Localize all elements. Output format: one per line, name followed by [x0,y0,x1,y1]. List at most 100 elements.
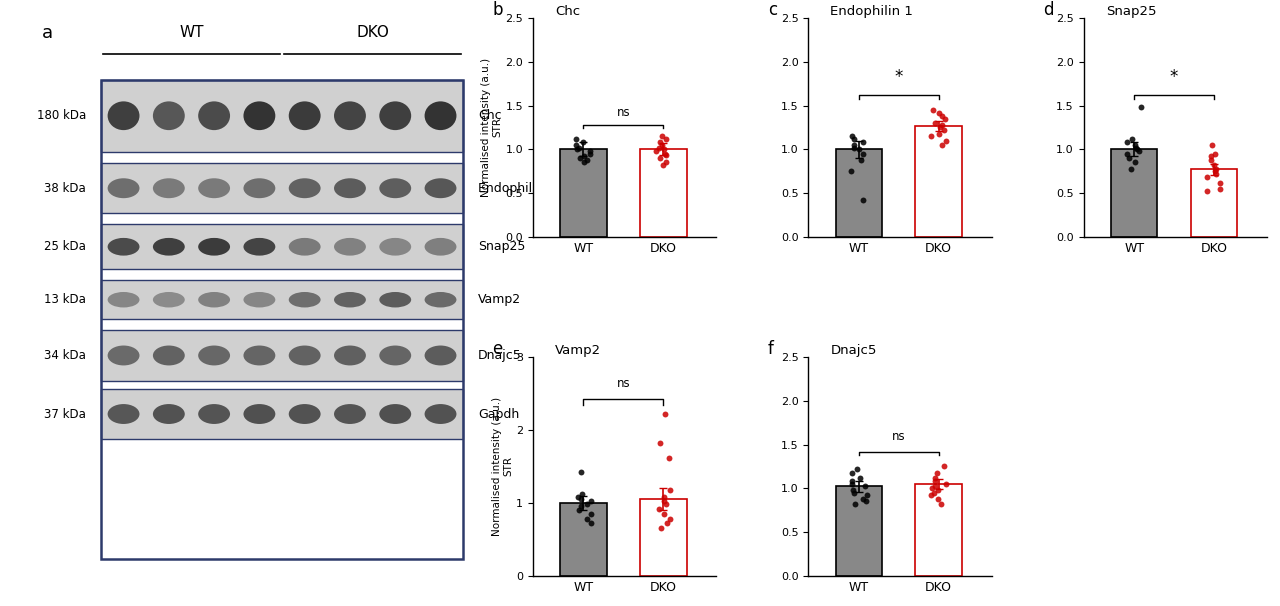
Point [649,153,669,163]
Ellipse shape [379,101,411,130]
Point [581,496,602,506]
Text: 180 kDa: 180 kDa [37,109,86,122]
Ellipse shape [108,345,140,365]
Text: f: f [768,339,774,358]
Ellipse shape [379,238,411,256]
Bar [1190,170,1238,237]
Point [654,144,675,154]
Ellipse shape [243,178,275,198]
Point [1206,164,1226,173]
Point [1124,158,1144,167]
Ellipse shape [379,178,411,198]
Point [652,524,672,533]
Point [923,105,943,115]
Point [658,453,678,462]
Point [931,499,951,509]
Point [933,125,954,135]
Ellipse shape [243,101,275,130]
Point [655,158,676,167]
Ellipse shape [334,178,366,198]
Point [852,494,873,504]
Ellipse shape [379,404,411,424]
Ellipse shape [425,238,457,256]
Point [1129,146,1149,156]
Ellipse shape [334,404,366,424]
Point [931,122,951,132]
Text: Snap25: Snap25 [1106,5,1156,18]
Ellipse shape [152,292,184,307]
Point [652,132,672,141]
Bar [561,503,607,576]
Point [922,490,942,500]
Ellipse shape [289,404,320,424]
Ellipse shape [198,101,230,130]
Point [655,499,676,509]
Point [852,138,873,147]
Point [929,108,950,118]
Point [936,114,956,124]
Point [570,153,590,163]
Point [652,140,672,150]
Bar [640,149,686,237]
Point [1116,138,1137,147]
Point [923,488,943,498]
Ellipse shape [289,345,320,365]
Point [855,482,876,491]
Point [856,496,877,506]
Text: 25 kDa: 25 kDa [45,240,86,253]
Point [654,492,675,502]
Point [576,155,596,165]
Text: a: a [42,24,54,42]
Point [846,464,867,474]
Ellipse shape [243,345,275,365]
Ellipse shape [334,292,366,307]
Point [925,482,946,491]
Ellipse shape [198,345,230,365]
Ellipse shape [425,404,457,424]
Text: ns: ns [892,430,905,443]
Point [581,518,602,528]
Text: Gapdh: Gapdh [477,407,520,421]
Point [849,473,869,482]
Point [657,134,677,144]
Point [576,514,596,524]
Point [581,509,602,519]
Bar [101,163,463,213]
Point [925,476,946,486]
Ellipse shape [425,292,457,307]
Point [654,509,675,519]
Point [566,140,586,150]
Point [567,492,588,502]
Point [573,152,594,161]
Text: 13 kDa: 13 kDa [45,293,86,306]
Point [1203,160,1224,170]
Point [1121,134,1142,144]
Text: 34 kDa: 34 kDa [45,349,86,362]
Text: 38 kDa: 38 kDa [45,182,86,195]
Point [932,120,952,130]
Point [936,136,956,145]
Text: *: * [895,68,902,87]
Ellipse shape [108,292,140,307]
Point [650,438,671,448]
Point [571,502,591,511]
Text: DKO: DKO [356,25,389,41]
Point [1204,149,1225,159]
Point [1201,152,1221,161]
Text: Snap25: Snap25 [477,240,525,253]
Ellipse shape [334,101,366,130]
Bar [915,126,961,237]
Ellipse shape [108,238,140,256]
Point [649,138,669,147]
Point [645,146,666,156]
Point [842,485,863,495]
Point [928,485,948,495]
Ellipse shape [379,345,411,365]
Point [659,514,680,524]
Bar [561,149,607,237]
Bar [101,224,463,269]
Point [1201,155,1221,165]
Point [1121,164,1142,173]
Point [1204,167,1225,176]
Point [845,143,865,153]
